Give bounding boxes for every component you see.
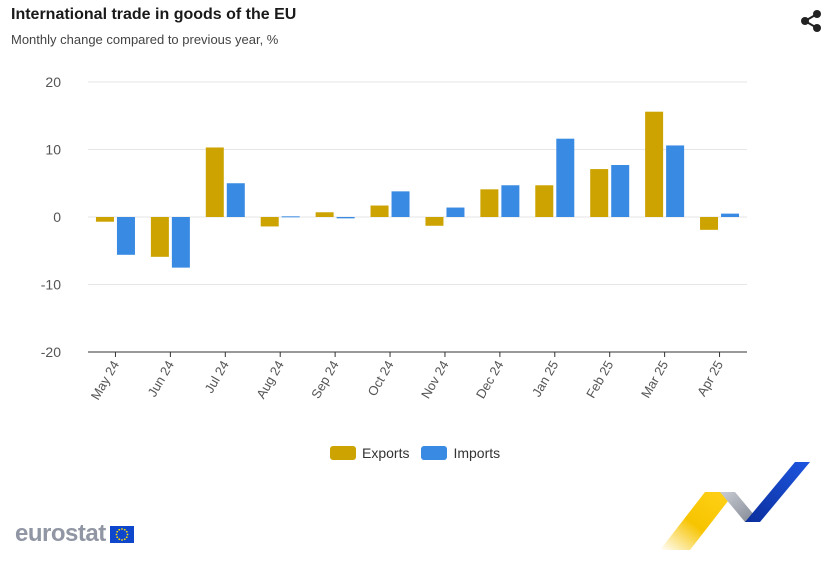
- legend-swatch-exports: [330, 446, 356, 460]
- bar-exports: [535, 185, 554, 217]
- brand-name: eurostat: [15, 520, 106, 547]
- bar-chart: 20 10 0 -10 -20 May 24 Jun 24 Jul 24 Aug 24 Sep 2…: [41, 74, 747, 402]
- bar-imports: [556, 138, 575, 217]
- y-tick-label: 0: [53, 209, 61, 225]
- bar-exports: [150, 217, 169, 257]
- bar-imports: [501, 185, 520, 217]
- bar-exports: [95, 217, 114, 222]
- bar-exports: [480, 189, 499, 217]
- bar-imports: [446, 207, 465, 217]
- bar-exports: [700, 217, 719, 230]
- eurostat-logo: eurostat: [15, 520, 134, 548]
- x-tick-label: Feb 25: [583, 358, 616, 401]
- bar-imports: [226, 183, 245, 217]
- bar-imports: [281, 216, 300, 218]
- bar-exports: [370, 205, 389, 217]
- x-tick-label: Sep 24: [308, 358, 342, 401]
- bar-exports: [645, 111, 664, 217]
- y-tick-label: -10: [41, 277, 61, 293]
- bar-imports: [336, 217, 355, 219]
- y-tick-label: 20: [45, 74, 61, 90]
- bar-imports: [116, 217, 135, 255]
- share-icon[interactable]: [798, 8, 824, 34]
- legend-label-exports: Exports: [362, 445, 410, 461]
- bar-imports: [391, 191, 410, 217]
- chart-subtitle: Monthly change compared to previous year…: [11, 32, 279, 47]
- legend-label-imports: Imports: [453, 445, 501, 461]
- bar-exports: [260, 217, 279, 227]
- x-tick-label: Apr 25: [694, 358, 726, 399]
- chart-title: International trade in goods of the EU: [11, 6, 297, 23]
- x-tick-label: Aug 24: [253, 358, 287, 401]
- bar-exports: [425, 217, 444, 226]
- x-tick-label: Oct 24: [365, 358, 397, 399]
- x-tick-label: Jun 24: [144, 358, 177, 399]
- x-tick-label: May 24: [88, 358, 122, 402]
- y-tick-label: 10: [45, 142, 61, 158]
- bar-exports: [590, 169, 609, 217]
- decorative-ribbon: [660, 462, 810, 550]
- bar-exports: [315, 212, 334, 217]
- legend-item-imports[interactable]: Imports: [421, 445, 500, 461]
- x-tick-label: Dec 24: [473, 358, 507, 401]
- bar-imports: [171, 217, 190, 268]
- legend-swatch-imports: [421, 446, 448, 460]
- y-tick-label: -20: [41, 344, 61, 360]
- bar-imports: [666, 145, 685, 217]
- x-tick-label: Mar 25: [638, 358, 671, 401]
- legend-item-exports[interactable]: Exports: [330, 445, 409, 461]
- bar-imports: [611, 165, 630, 217]
- x-tick-label: Jan 25: [529, 358, 562, 399]
- chart-legend: Exports Imports: [330, 445, 512, 461]
- eu-flag-icon: [109, 525, 134, 543]
- x-tick-label: Jul 24: [202, 358, 232, 396]
- bar-imports: [721, 213, 740, 217]
- bar-exports: [205, 147, 224, 217]
- x-tick-label: Nov 24: [418, 358, 452, 401]
